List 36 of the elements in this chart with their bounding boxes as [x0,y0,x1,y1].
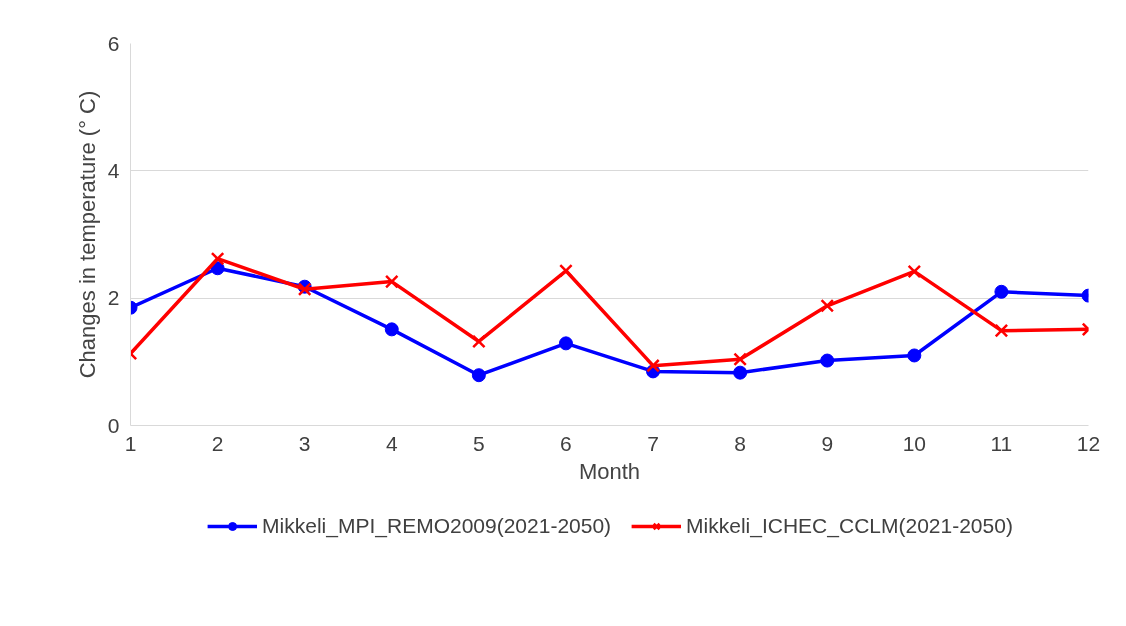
legend-label: Mikkeli_ICHEC_CCLM(2021-2050) [686,514,1013,538]
x-tick-label: 9 [821,431,834,455]
point [907,264,922,279]
point [994,323,1009,338]
point [559,263,573,278]
y-tick-label: 4 [107,158,120,182]
point [907,348,922,363]
point [471,368,486,383]
legend-label: Mikkeli_MPI_REMO2009(2021-2050) [262,514,612,538]
point [384,322,399,337]
x-tick-label: 2 [211,431,224,455]
y-tick-label: 6 [107,31,120,55]
x-tick-label: 12 [1076,431,1101,455]
point [820,298,835,313]
x-axis-title: Month [578,458,641,484]
x-tick-label: 6 [560,431,572,455]
x-tick-label: 8 [734,431,746,455]
point [210,251,225,266]
point [733,365,748,380]
y-tick-label: 2 [107,286,120,310]
x-tick-label: 4 [385,431,398,455]
x-tick-label: 11 [990,431,1013,455]
point [384,274,399,289]
point [733,352,748,367]
y-tick-label: 0 [107,413,120,437]
point [994,284,1009,299]
point [471,334,486,349]
x-tick-label: 3 [298,431,311,455]
point [646,358,660,373]
y-axis-title: Changes in temperature (° C) [74,90,100,379]
x-tick-label: 1 [124,431,137,455]
x-tick-label: 10 [902,431,926,455]
point [558,336,573,351]
x-tick-label: 5 [473,431,485,455]
point [820,353,835,368]
x-tick-label: 7 [647,431,659,455]
